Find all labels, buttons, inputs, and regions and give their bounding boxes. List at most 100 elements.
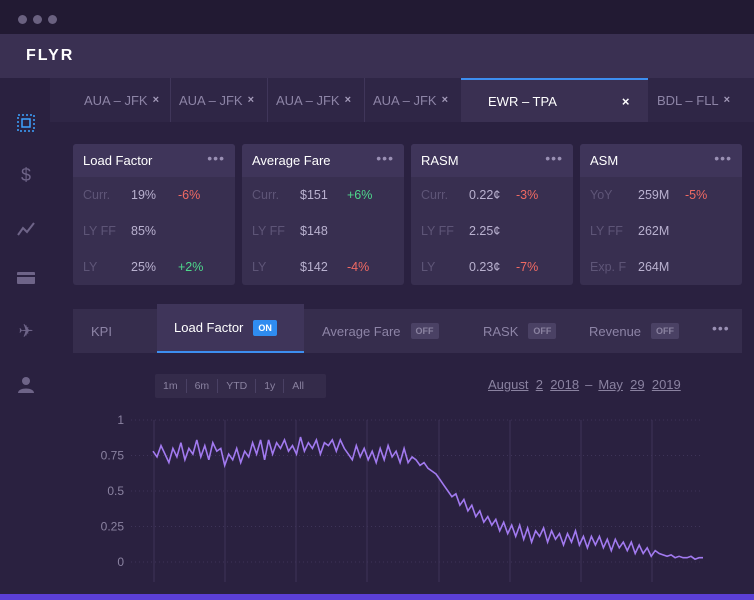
start-month[interactable]: August	[488, 377, 529, 392]
range-1y-button[interactable]: 1y	[256, 379, 285, 393]
y-tick-label: 0	[117, 555, 124, 569]
row-change: -3%	[516, 188, 539, 202]
row-value: 19%	[131, 188, 157, 202]
row-label: YoY	[590, 188, 613, 202]
route-tabs: AUA – JFK × AUA – JFK × AUA – JFK × AUA – J…	[50, 78, 754, 122]
date-separator: –	[585, 377, 593, 392]
end-month[interactable]: May	[598, 377, 623, 392]
row-change: -6%	[178, 188, 201, 202]
route-tab[interactable]: AUA – JFK ×	[76, 78, 171, 122]
y-tick-label: 0.5	[107, 484, 124, 498]
row-value: 0.22¢	[469, 188, 501, 202]
route-tab-label: AUA – JFK	[84, 92, 148, 108]
row-label: LY FF	[421, 224, 454, 238]
toggle-badge[interactable]: OFF	[651, 323, 680, 339]
user-icon[interactable]	[14, 373, 38, 397]
window-minimize-dot[interactable]	[33, 15, 42, 24]
row-value: $142	[300, 260, 328, 274]
dashboard-icon[interactable]	[14, 111, 38, 135]
tab-average-fare[interactable]: Average Fare OFF	[322, 309, 439, 353]
row-label: LY	[83, 260, 98, 274]
start-day[interactable]: 2	[535, 377, 543, 392]
y-tick-label: 1	[117, 413, 124, 427]
row-value: 85%	[131, 224, 157, 238]
row-label: LY FF	[590, 224, 623, 238]
y-tick-label: 0.75	[101, 449, 125, 463]
metric-tabs: KPI Load Factor ON Average Fare OFF RASK OF…	[73, 304, 742, 353]
route-tab[interactable]: BDL – FLL ×	[648, 78, 754, 122]
route-tab-label: AUA – JFK	[276, 92, 340, 108]
row-change: +2%	[178, 260, 204, 274]
row-label: LY FF	[252, 224, 285, 238]
chart-panel	[73, 309, 742, 600]
row-value: $151	[300, 188, 328, 202]
start-year[interactable]: 2018	[550, 377, 580, 392]
row-value: 25%	[131, 260, 157, 274]
tab-label: Load Factor	[174, 320, 244, 335]
row-label: Curr.	[421, 188, 449, 202]
close-icon[interactable]: ×	[152, 94, 160, 106]
kpi-card-asm: ASM ••• YoY 259M -5% LY FF 262M Exp. F 264M	[580, 144, 742, 285]
row-value: 259M	[638, 188, 670, 202]
card-title: ASM	[590, 153, 619, 168]
airplane-icon[interactable]: ✈	[18, 320, 34, 341]
route-tab-label: EWR – TPA	[488, 93, 557, 109]
more-icon[interactable]: •••	[714, 150, 732, 166]
more-icon[interactable]: •••	[376, 150, 394, 166]
tab-revenue[interactable]: Revenue OFF	[589, 309, 680, 353]
toggle-badge[interactable]: OFF	[410, 323, 439, 339]
route-tab-active[interactable]: EWR – TPA ×	[461, 78, 648, 122]
close-icon[interactable]: ×	[621, 93, 630, 109]
range-all-button[interactable]: All	[292, 380, 304, 392]
route-tab[interactable]: AUA – JFK ×	[268, 78, 365, 122]
tab-label: RASK	[483, 323, 519, 339]
more-icon[interactable]: •••	[545, 150, 563, 166]
tab-load-factor[interactable]: Load Factor ON	[157, 304, 304, 353]
route-tab-label: AUA – JFK	[179, 92, 243, 108]
kpi-card-rasm: RASM ••• Curr. 0.22¢ -3% LY FF 2.25¢ LY 0.23¢…	[411, 144, 573, 285]
end-day[interactable]: 29	[630, 377, 645, 392]
end-year[interactable]: 2019	[651, 377, 681, 392]
window-close-dot[interactable]	[18, 15, 27, 24]
range-6m-button[interactable]: 6m	[187, 379, 219, 393]
close-icon[interactable]: ×	[723, 94, 731, 106]
more-icon[interactable]: •••	[207, 150, 225, 166]
tab-rask[interactable]: RASK OFF	[483, 309, 557, 353]
range-ytd-button[interactable]: YTD	[218, 379, 257, 393]
close-icon[interactable]: ×	[247, 94, 255, 106]
card-title: Average Fare	[252, 153, 331, 168]
route-tab[interactable]: AUA – JFK ×	[365, 78, 461, 122]
toggle-badge[interactable]: ON	[253, 319, 277, 336]
more-icon[interactable]: •••	[712, 320, 730, 336]
route-tab-label: AUA – JFK	[373, 92, 437, 108]
app-header	[0, 34, 754, 78]
tab-kpi[interactable]: KPI	[91, 309, 112, 353]
load-factor-chart: 1 0.75 0.5 0.25 0	[101, 413, 703, 582]
close-icon[interactable]: ×	[441, 94, 449, 106]
toggle-badge[interactable]: OFF	[528, 323, 557, 339]
brand-logo[interactable]: FLYR	[26, 47, 75, 64]
row-change: -7%	[516, 260, 539, 274]
close-icon[interactable]: ×	[344, 94, 352, 106]
route-tab[interactable]: AUA – JFK ×	[171, 78, 268, 122]
range-selector: 1m 6m YTD 1y All	[155, 374, 326, 398]
bottom-accent-bar	[0, 594, 754, 600]
range-1m-button[interactable]: 1m	[155, 379, 187, 393]
route-tab-label: BDL – FLL	[657, 92, 719, 108]
row-label: LY	[252, 260, 267, 274]
row-value: 264M	[638, 260, 670, 274]
row-label: Exp. F	[590, 260, 627, 274]
row-label: LY	[421, 260, 436, 274]
tab-label: KPI	[91, 323, 112, 339]
row-value: 262M	[638, 224, 670, 238]
date-range: August 2 2018– May 29 2019	[488, 377, 681, 392]
row-label: LY FF	[83, 224, 116, 238]
series-line	[152, 436, 703, 561]
kpi-card-average-fare: Average Fare ••• Curr. $151 +6% LY FF $148 L…	[242, 144, 404, 285]
window-maximize-dot[interactable]	[48, 15, 57, 24]
dollar-icon[interactable]: $	[20, 164, 31, 185]
card-icon[interactable]	[14, 266, 38, 290]
card-title: RASM	[421, 153, 459, 168]
trend-icon[interactable]	[14, 217, 38, 241]
tab-label: Revenue	[589, 323, 642, 339]
